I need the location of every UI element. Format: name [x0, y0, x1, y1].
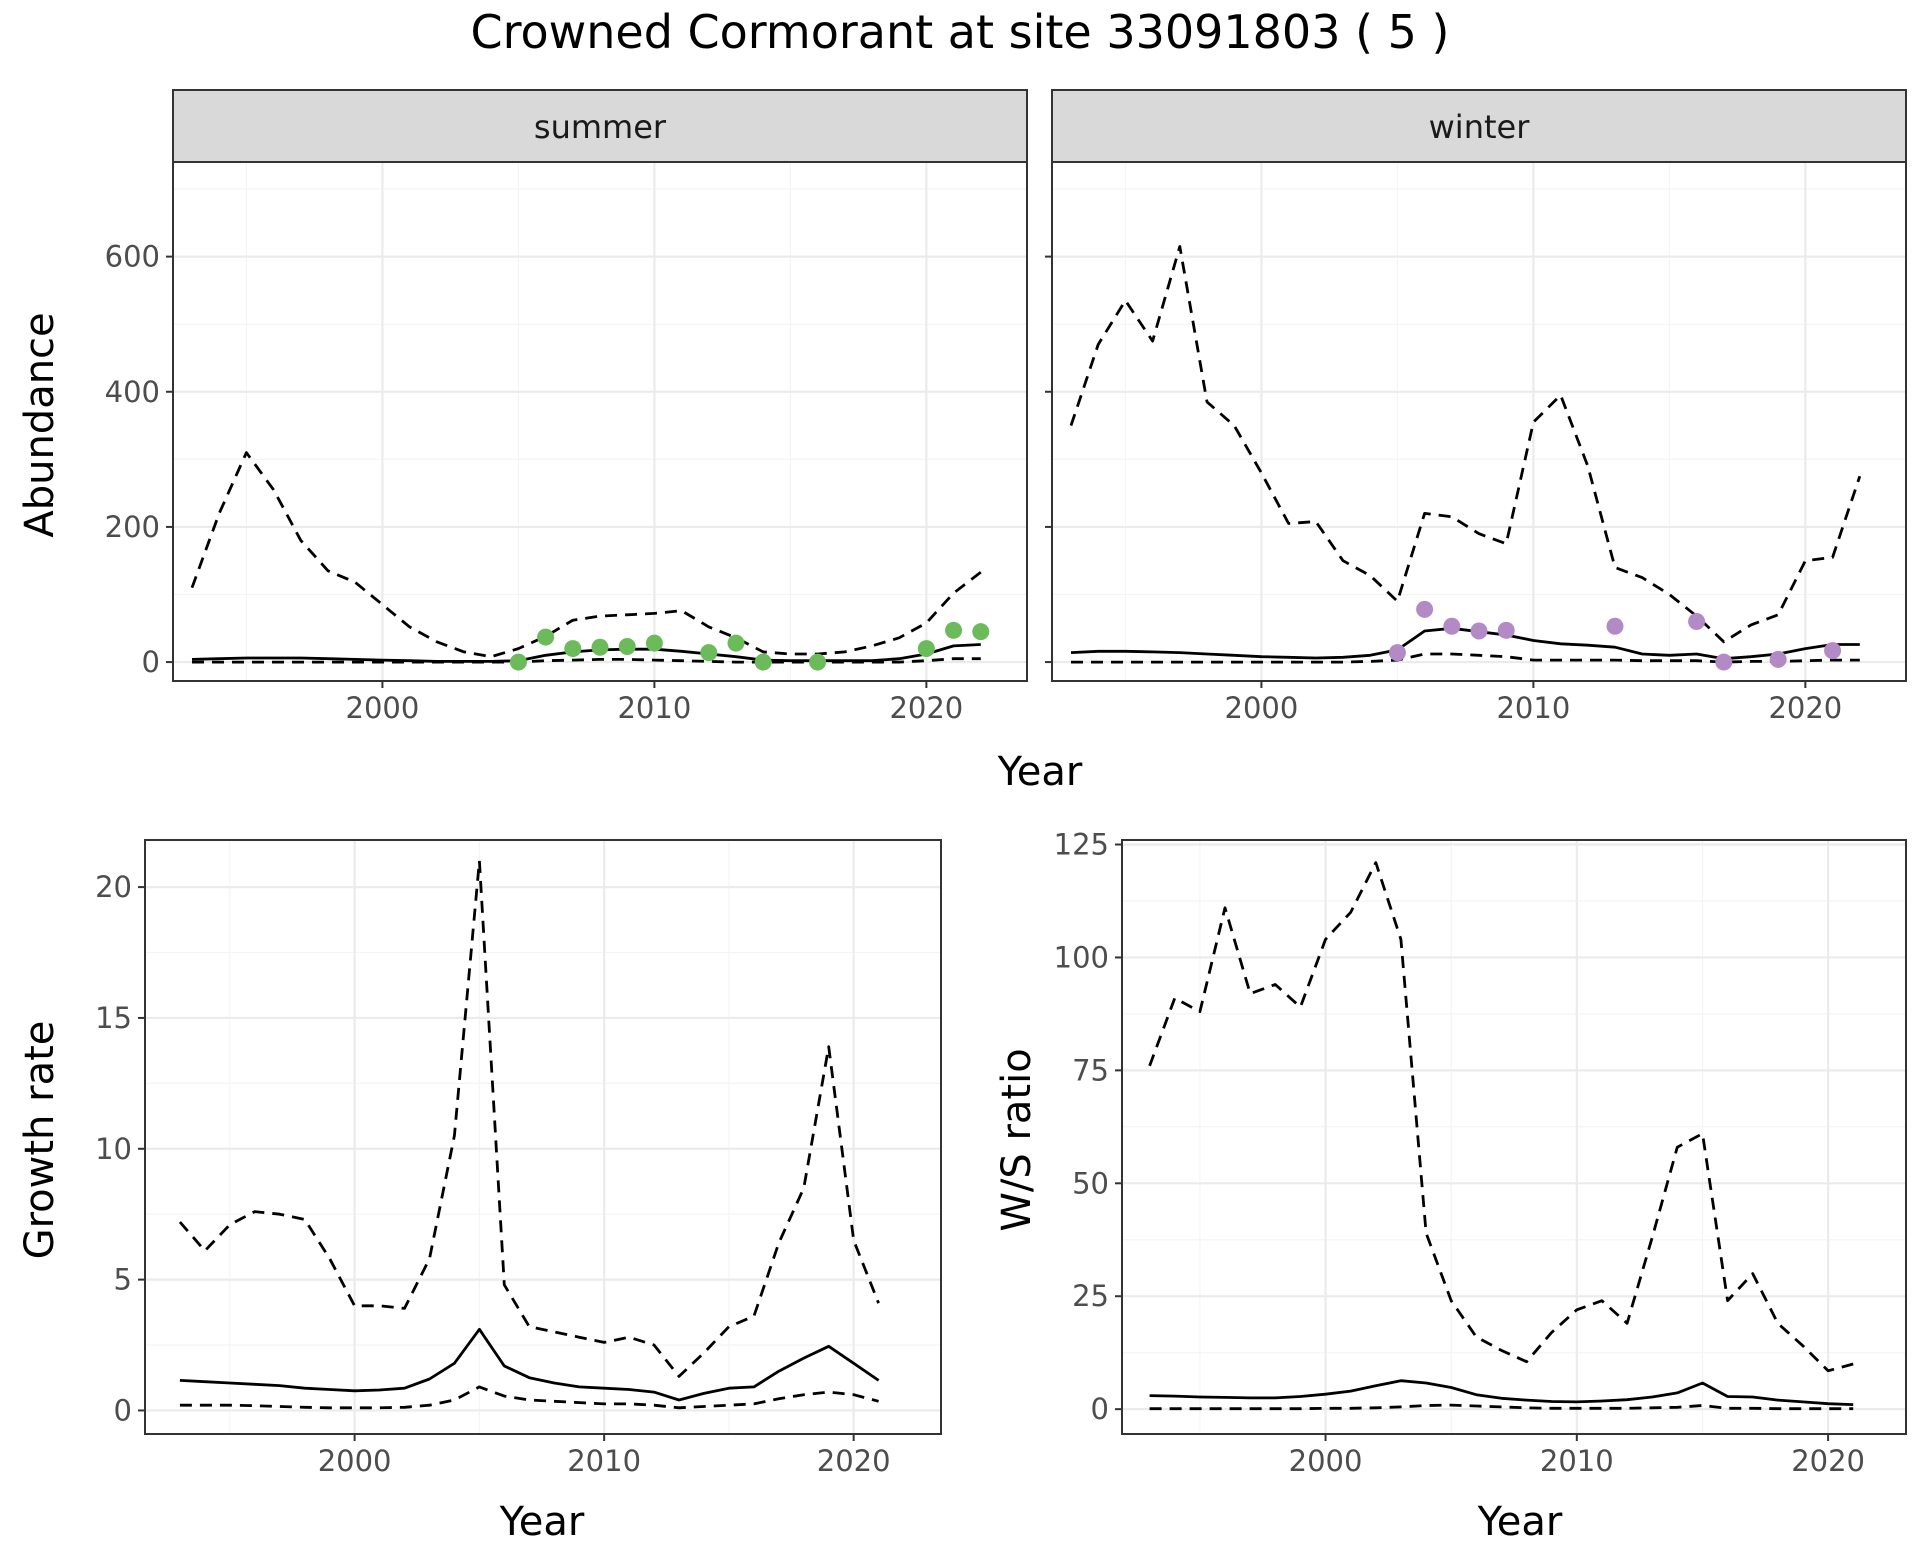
- upper-bound-line-winter: [1069, 245, 1862, 644]
- upper-bound-line-growth: [178, 859, 880, 1378]
- facet-label-winter: winter: [1429, 108, 1531, 146]
- panel-border-winter: [1051, 161, 1907, 682]
- facet-label-summer: summer: [534, 108, 667, 146]
- y-tick-label: 50: [1072, 1166, 1109, 1200]
- data-point-winter: [1715, 653, 1733, 671]
- x-tick-label: 2000: [1289, 1444, 1363, 1478]
- x-tick-label: 2020: [1791, 1444, 1865, 1478]
- y-tick-label: 0: [142, 645, 160, 679]
- y-tick-label: 10: [95, 1132, 132, 1166]
- panel-border-growth: [144, 839, 942, 1435]
- x-tick-label: 2000: [318, 1444, 392, 1478]
- lower-bound-line-summer: [192, 657, 981, 664]
- ratio-y-axis-title: W/S ratio: [994, 1048, 1040, 1231]
- data-point-summer: [618, 638, 636, 656]
- data-point-summer: [972, 623, 990, 641]
- facet-strip-summer: [172, 89, 1028, 163]
- lower-bound-line-growth: [179, 1385, 879, 1410]
- data-point-winter: [1769, 650, 1787, 668]
- data-point-winter: [1470, 622, 1488, 640]
- lower-bound-line-winter: [1071, 652, 1860, 664]
- x-tick-label: 2020: [1768, 691, 1842, 725]
- x-tick-label: 2000: [1225, 691, 1299, 725]
- y-tick-label: 25: [1072, 1279, 1109, 1313]
- y-tick-label: 600: [105, 240, 160, 274]
- panel-growth: 2000 2010 2020 0 5 10 15 20: [95, 839, 942, 1478]
- y-tick-label: 0: [114, 1393, 132, 1427]
- upper-bound-line-summer: [190, 451, 982, 659]
- x-tick-label: 2000: [346, 691, 420, 725]
- data-point-summer: [645, 634, 663, 652]
- data-point-winter: [1416, 600, 1434, 618]
- data-point-winter: [1606, 617, 1624, 635]
- data-point-summer: [945, 621, 963, 639]
- panel-ratio: 2000 2010 2020 0 25 50 75 100 125: [1054, 828, 1907, 1478]
- data-point-summer: [754, 653, 772, 671]
- y-tick-label: 0: [1091, 1392, 1109, 1426]
- panel-summer: summer 2000 2010 2020 0 200 400 600: [105, 89, 1028, 725]
- estimate-line-summer: [191, 643, 981, 663]
- growth-x-axis-title: Year: [499, 1499, 585, 1545]
- facet-y-axis-title: Abundance: [17, 312, 63, 537]
- panel-border-ratio: [1121, 839, 1907, 1435]
- x-tick-label: 2020: [817, 1444, 891, 1478]
- data-point-summer: [727, 634, 745, 652]
- data-point-winter: [1497, 621, 1515, 639]
- data-point-summer: [809, 653, 827, 671]
- facet-x-axis-title: Year: [997, 749, 1083, 795]
- data-point-summer: [700, 644, 718, 662]
- lower-bound-line-ratio: [1149, 1403, 1854, 1411]
- data-point-winter: [1824, 642, 1842, 660]
- y-tick-label: 100: [1054, 940, 1109, 974]
- data-point-summer: [917, 640, 935, 658]
- data-point-summer: [537, 628, 555, 646]
- estimate-line-growth: [179, 1327, 880, 1402]
- y-tick-label: 125: [1054, 828, 1109, 862]
- y-tick-label: 5: [114, 1263, 132, 1297]
- x-tick-label: 2010: [1540, 1444, 1614, 1478]
- data-point-winter: [1688, 613, 1706, 631]
- x-tick-label: 2020: [889, 691, 963, 725]
- facet-strip-winter: [1051, 89, 1907, 163]
- growth-y-axis-title: Growth rate: [17, 1021, 63, 1260]
- panel-winter: winter 2000 2010 2020: [1045, 89, 1907, 725]
- ratio-x-axis-title: Year: [1477, 1499, 1563, 1545]
- x-tick-label: 2010: [567, 1444, 641, 1478]
- y-tick-label: 20: [95, 870, 132, 904]
- data-point-summer: [509, 653, 527, 671]
- plot-title: Crowned Cormorant at site 33091803 ( 5 ): [470, 5, 1449, 59]
- data-point-summer: [564, 640, 582, 658]
- y-tick-label: 200: [105, 510, 160, 544]
- panel-border-summer: [172, 161, 1028, 682]
- y-tick-label: 75: [1072, 1053, 1109, 1087]
- upper-bound-line-ratio: [1148, 861, 1854, 1373]
- data-point-summer: [591, 638, 609, 656]
- data-point-winter: [1388, 644, 1406, 662]
- estimate-line-ratio: [1149, 1379, 1854, 1406]
- x-tick-label: 2010: [617, 691, 691, 725]
- x-tick-label: 2010: [1496, 691, 1570, 725]
- y-tick-label: 15: [95, 1001, 132, 1035]
- data-point-winter: [1443, 617, 1461, 635]
- y-tick-label: 400: [105, 375, 160, 409]
